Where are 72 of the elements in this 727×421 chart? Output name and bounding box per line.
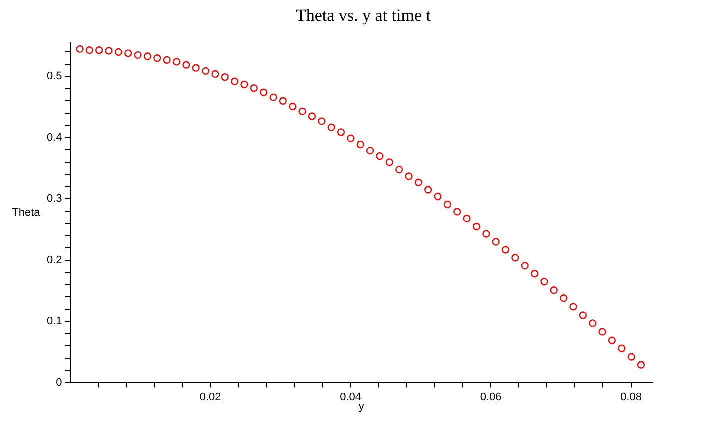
point (405, 172, 413, 180)
point (182, 61, 190, 69)
point (396, 166, 404, 174)
point (366, 146, 374, 155)
chart-title: Theta vs. y at time t (294, 6, 432, 26)
point (492, 238, 500, 246)
y-axis-title: Theta (12, 206, 42, 219)
point (289, 102, 297, 110)
point (212, 70, 220, 78)
point (628, 353, 636, 361)
point (386, 158, 394, 166)
x-axis-title: y (358, 400, 365, 413)
point (318, 118, 326, 126)
point (202, 67, 210, 75)
point (502, 246, 510, 254)
point (482, 230, 490, 238)
point (221, 73, 229, 82)
point (172, 58, 181, 66)
point (240, 80, 248, 88)
point (637, 361, 646, 369)
x-tick-label: 0.08 (620, 391, 642, 404)
point (424, 186, 432, 194)
x-tick-label: 0.02 (200, 391, 222, 404)
y-tick-label: 0.2 (46, 254, 62, 266)
point (550, 286, 558, 294)
point (298, 108, 306, 116)
point (444, 200, 452, 208)
point (76, 45, 84, 53)
point (618, 344, 626, 352)
point (540, 278, 548, 286)
point (192, 64, 200, 72)
point (337, 128, 346, 136)
y-tick-label: 0.1 (46, 316, 62, 328)
point (279, 97, 287, 105)
y-tick-label: 0 (56, 376, 62, 389)
point (230, 78, 239, 86)
point (347, 134, 355, 142)
point (521, 262, 529, 270)
point (96, 46, 104, 54)
point (114, 48, 122, 56)
point (105, 47, 113, 55)
point (308, 112, 316, 120)
point (589, 320, 597, 328)
point (512, 254, 520, 262)
point (154, 54, 162, 62)
point (570, 303, 578, 311)
point (454, 208, 462, 216)
point (414, 178, 422, 186)
point (328, 124, 336, 132)
y-tick-label: 0.4 (46, 132, 62, 144)
point (86, 46, 94, 54)
point (356, 140, 364, 148)
x-tick-label: 0.04 (340, 391, 362, 404)
y-tick-label: 0.5 (46, 70, 62, 83)
point (144, 52, 152, 60)
x-tick-label: 0.06 (480, 391, 502, 404)
y-tick-label: 0.3 (46, 193, 62, 206)
point (134, 51, 142, 60)
point (472, 222, 481, 230)
point (163, 56, 171, 64)
point (250, 84, 258, 92)
point (530, 270, 539, 278)
point (270, 94, 278, 102)
point (598, 328, 606, 336)
point (376, 152, 384, 160)
point (434, 192, 442, 200)
point (124, 50, 132, 58)
point (579, 312, 587, 320)
point (463, 214, 471, 223)
point (260, 88, 268, 96)
point (560, 294, 568, 302)
point (608, 336, 616, 344)
